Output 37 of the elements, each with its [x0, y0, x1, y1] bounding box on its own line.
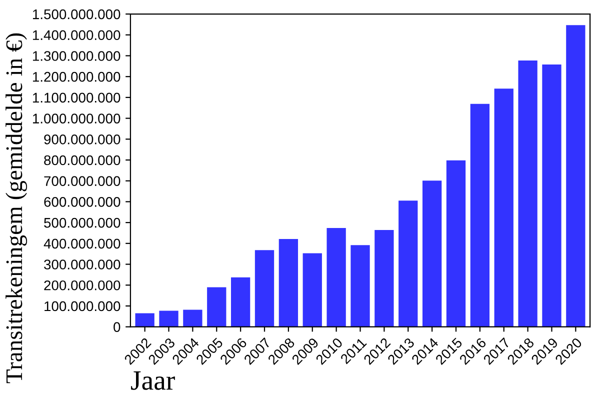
bar: [278, 239, 298, 327]
y-tick-label: 100.000.000: [44, 301, 120, 312]
bar: [183, 310, 202, 327]
bar: [350, 245, 370, 327]
bar: [566, 25, 586, 327]
y-tick-label: 1.300.000.000: [32, 51, 120, 61]
bar: [326, 228, 346, 327]
bar: [542, 64, 562, 327]
bar: [470, 104, 490, 327]
y-tick-label: 700.000.000: [44, 176, 120, 186]
bar: [159, 310, 178, 327]
y-tick-label: 1.400.000.000: [32, 30, 120, 40]
y-tick-label: 1.000.000.000: [32, 114, 120, 124]
y-tick-label: 0: [114, 322, 120, 332]
bar: [207, 287, 226, 327]
bar: [422, 180, 442, 327]
y-tick-label: 1.500.000.000: [32, 9, 120, 20]
y-tick-label: 400.000.000: [44, 238, 120, 249]
bar: [302, 253, 322, 327]
y-tick-label: 800.000.000: [44, 155, 120, 166]
bar: [374, 230, 394, 327]
y-tick-label: 300.000.000: [44, 260, 120, 270]
y-tick-label: 900.000.000: [44, 134, 120, 144]
y-tick-label: 1.200.000.000: [32, 72, 120, 82]
y-tick-label: 600.000.000: [44, 197, 120, 207]
bar: [518, 60, 538, 327]
y-tick-label: 500.000.000: [44, 218, 120, 228]
x-axis-title: Jaar: [131, 371, 175, 390]
bar: [254, 250, 274, 327]
bar: [398, 200, 418, 327]
bar: [446, 160, 466, 327]
bar: [230, 277, 250, 327]
y-tick-label: 200.000.000: [44, 280, 120, 290]
y-axis-title: Transitrekeningem (gemiddelde in €): [6, 33, 28, 384]
bar: [494, 88, 514, 327]
bar: [135, 313, 154, 327]
y-tick-label: 1.100.000.000: [32, 92, 120, 103]
